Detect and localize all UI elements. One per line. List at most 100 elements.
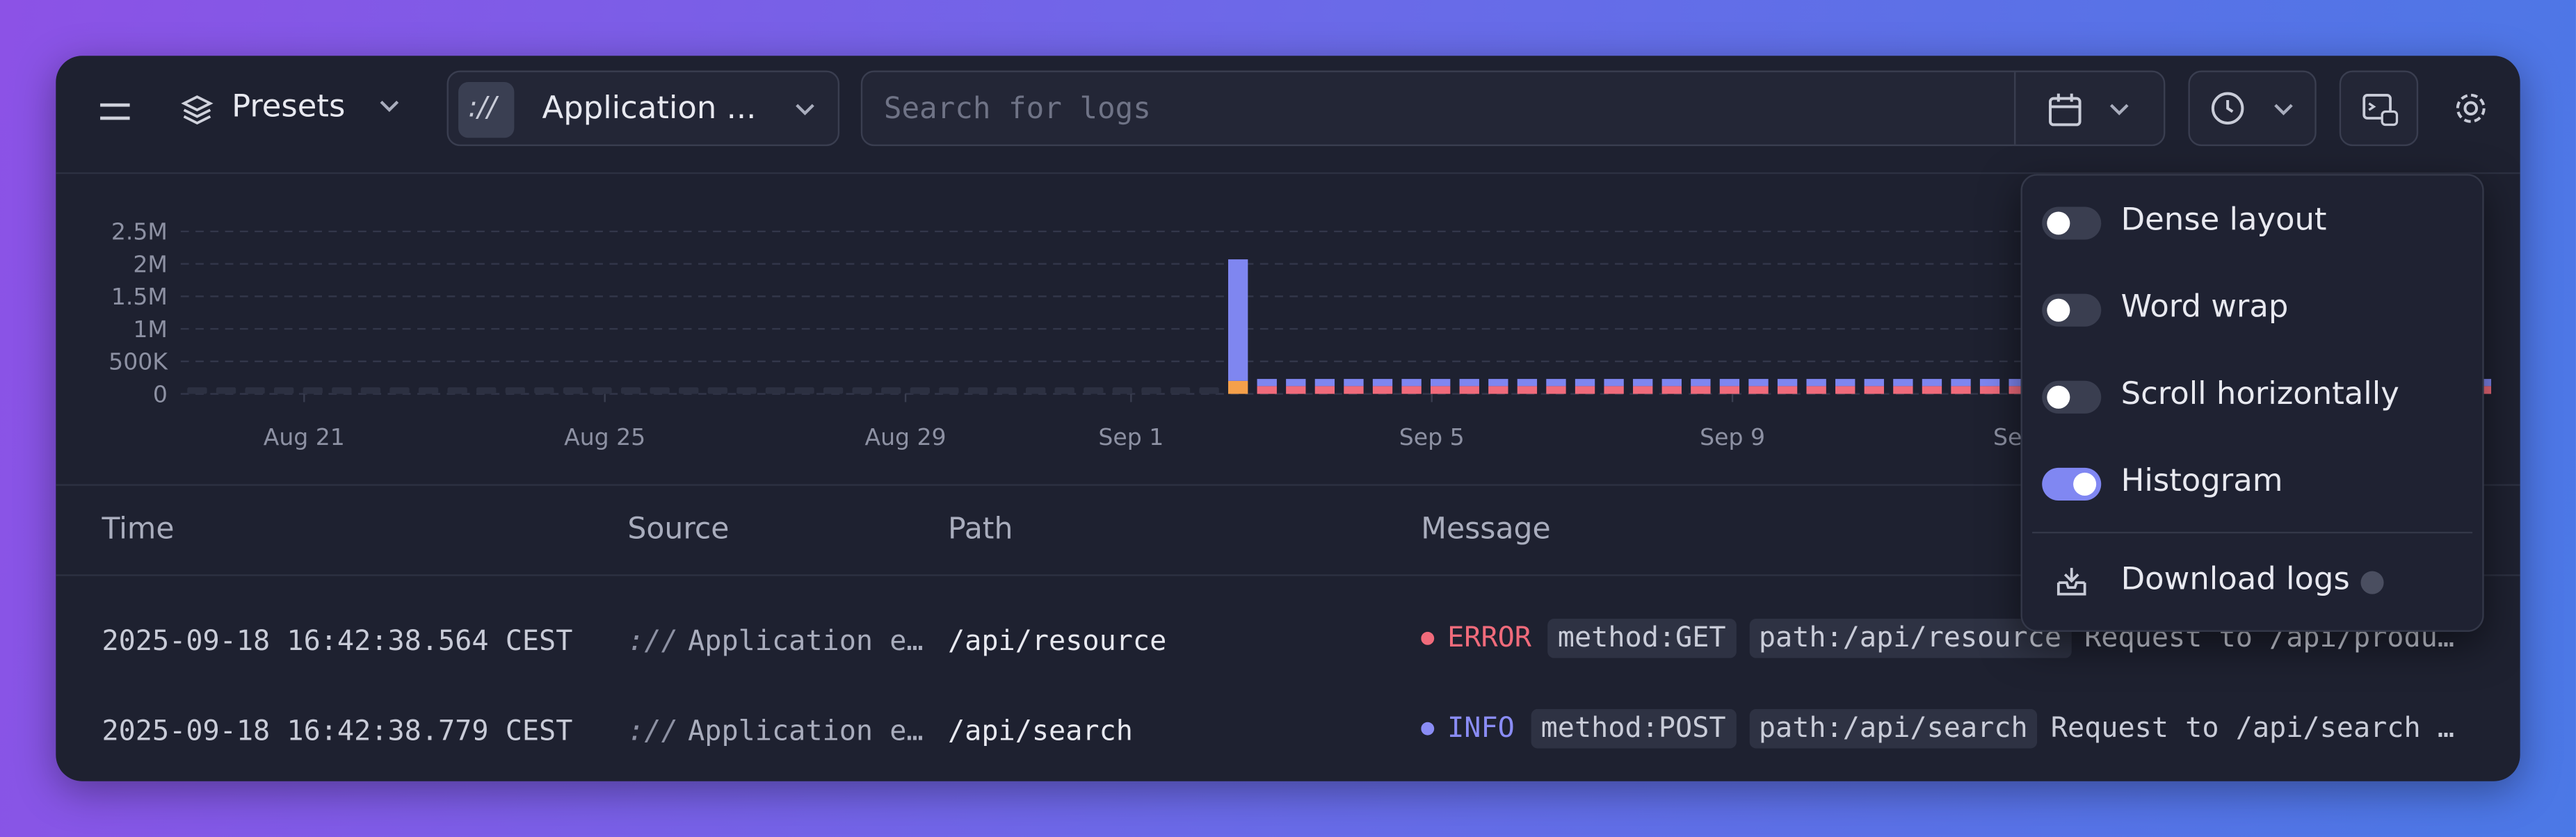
bar-segment[interactable]	[1893, 379, 1913, 387]
empty-bucket	[418, 387, 439, 394]
bar-segment[interactable]	[1575, 386, 1595, 394]
settings-button[interactable]	[2453, 90, 2489, 127]
bar-segment[interactable]	[1691, 379, 1711, 387]
bar-segment[interactable]	[1748, 379, 1769, 387]
bar-segment[interactable]	[1719, 386, 1740, 394]
bar-segment[interactable]	[1314, 379, 1335, 387]
bar-segment[interactable]	[1459, 386, 1479, 394]
bar-segment[interactable]	[1286, 386, 1306, 394]
log-row[interactable]: 2025-09-18 16:42:38.564 CEST:// Applicati…	[56, 609, 2520, 674]
bar-segment[interactable]	[1488, 386, 1508, 394]
y-tick-label: 2M	[133, 250, 168, 277]
x-tick-label: Aug 21	[264, 423, 345, 450]
toggle-knob	[2047, 298, 2070, 322]
bar-segment[interactable]	[1344, 386, 1364, 394]
source-select[interactable]: :// Application ...	[446, 70, 840, 147]
bar-segment[interactable]	[1459, 379, 1479, 387]
bar-segment[interactable]	[1227, 259, 1248, 381]
toggle[interactable]	[2042, 467, 2102, 501]
bar-segment[interactable]	[1546, 379, 1566, 387]
divider	[2032, 531, 2473, 534]
bar-segment[interactable]	[1286, 379, 1306, 387]
bar-segment[interactable]	[1372, 386, 1393, 394]
bar-segment[interactable]	[1257, 386, 1277, 394]
bar-segment[interactable]	[1719, 379, 1740, 387]
bar-segment[interactable]	[1372, 379, 1393, 387]
source-cell: :// Application e…	[627, 625, 923, 658]
y-tick-label: 1M	[133, 316, 168, 343]
time-range-button[interactable]	[2188, 70, 2317, 147]
toggle-label[interactable]: Scroll horizontally	[2120, 375, 2399, 412]
column-header[interactable]: Path	[947, 512, 1013, 547]
bar-segment[interactable]	[1922, 386, 1942, 394]
column-header[interactable]: Time	[102, 512, 175, 547]
level-dot	[1421, 631, 1435, 645]
bar-segment[interactable]	[1864, 379, 1884, 387]
sql-button[interactable]	[2339, 70, 2419, 147]
bar-segment[interactable]	[1517, 379, 1538, 387]
column-header[interactable]: Source	[627, 512, 730, 547]
level: ERROR	[1447, 621, 1532, 655]
bar-segment[interactable]	[1604, 379, 1624, 387]
column-header[interactable]: Message	[1421, 512, 1551, 547]
calendar-icon[interactable]	[2047, 92, 2083, 128]
bar-segment[interactable]	[1922, 379, 1942, 387]
bar-segment[interactable]	[1633, 379, 1653, 387]
bar-segment[interactable]	[1661, 386, 1682, 394]
toggle-label[interactable]: Histogram	[2120, 462, 2283, 499]
toggle[interactable]	[2042, 380, 2102, 414]
download-icon	[2056, 567, 2086, 596]
bar-segment[interactable]	[1806, 386, 1826, 394]
bar-segment[interactable]	[1401, 379, 1422, 387]
bar-segment[interactable]	[2009, 379, 2029, 387]
tag[interactable]: method:GET	[1547, 619, 1736, 658]
bar-segment[interactable]	[1864, 386, 1884, 394]
tag[interactable]: path:/api/resource	[1748, 619, 2072, 658]
bar-segment[interactable]	[1979, 386, 2000, 394]
bar-segment[interactable]	[1604, 386, 1624, 394]
tag[interactable]: path:/api/search	[1748, 708, 2038, 749]
bar-segment[interactable]	[1748, 386, 1769, 394]
bar-segment[interactable]	[1806, 379, 1826, 387]
bar-segment[interactable]	[1431, 379, 1451, 387]
bar-segment[interactable]	[1835, 386, 1855, 394]
bar-segment[interactable]	[1546, 386, 1566, 394]
bar-segment[interactable]	[1835, 379, 1855, 387]
bar-segment[interactable]	[1575, 379, 1595, 387]
bar-segment[interactable]	[2009, 386, 2029, 394]
download-logs[interactable]: Download logs	[2120, 561, 2350, 598]
toggle-label[interactable]: Dense layout	[2120, 202, 2327, 238]
bar-segment[interactable]	[1951, 386, 1971, 394]
bar-segment[interactable]	[1431, 386, 1451, 394]
bar-segment[interactable]	[1633, 386, 1653, 394]
x-tick-label: Aug 25	[564, 423, 645, 450]
toggle[interactable]	[2042, 293, 2102, 327]
bar-segment[interactable]	[1979, 379, 2000, 387]
bar-segment[interactable]	[1777, 386, 1798, 394]
toggle[interactable]	[2042, 206, 2102, 240]
bar-segment[interactable]	[1344, 379, 1364, 387]
bar-segment[interactable]	[1488, 379, 1508, 387]
empty-bucket	[1170, 387, 1191, 394]
presets-button[interactable]: Presets	[232, 88, 346, 125]
bar-segment[interactable]	[1314, 386, 1335, 394]
bar-segment[interactable]	[1517, 386, 1538, 394]
menu-button[interactable]	[99, 99, 131, 125]
bar-segment[interactable]	[1691, 386, 1711, 394]
tag[interactable]: method:POST	[1531, 708, 1736, 749]
bar-segment[interactable]	[1777, 379, 1798, 387]
empty-bucket	[274, 387, 294, 394]
bar-segment[interactable]	[1227, 380, 1248, 394]
bar-segment[interactable]	[1401, 386, 1422, 394]
bar-segment[interactable]	[1951, 379, 1971, 387]
source-text: Application e…	[688, 625, 924, 658]
info-icon[interactable]	[2360, 571, 2384, 594]
search-box[interactable]: Search for logs	[860, 70, 2166, 147]
bar-segment[interactable]	[1893, 386, 1913, 394]
log-row[interactable]: 2025-09-18 16:42:38.779 CEST:// Applicati…	[56, 699, 2520, 765]
empty-bucket	[360, 387, 381, 394]
bar-segment[interactable]	[1257, 379, 1277, 387]
bar-segment[interactable]	[1661, 379, 1682, 387]
toggle-label[interactable]: Word wrap	[2120, 289, 2289, 325]
